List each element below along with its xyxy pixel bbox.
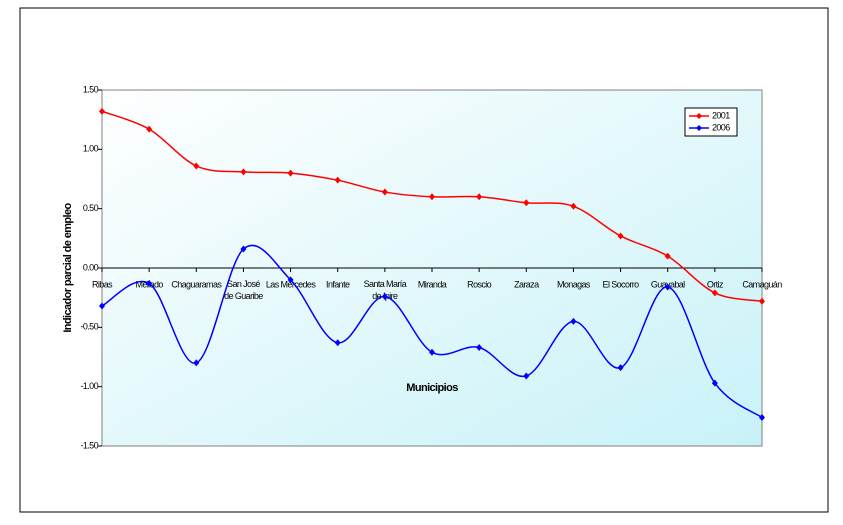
marker — [146, 279, 153, 287]
marker — [570, 202, 577, 210]
x-tick-label: Ortiz — [707, 279, 724, 289]
marker — [523, 372, 530, 380]
marker — [429, 193, 435, 201]
marker — [99, 107, 105, 115]
legend-label: 2001 — [712, 110, 730, 120]
marker — [429, 348, 435, 356]
y-tick-label: 1.00 — [83, 144, 99, 154]
marker — [711, 289, 718, 297]
x-axis-title: Municipios — [406, 382, 458, 394]
marker — [759, 297, 765, 305]
legend-box — [684, 107, 738, 137]
legend-marker — [696, 113, 702, 119]
x-tick-label: Ribas — [92, 279, 113, 289]
marker — [334, 176, 341, 184]
x-tick-label: Las Mercedes — [266, 279, 316, 289]
marker — [146, 125, 153, 133]
y-axis-title: Indicador parcial de empleo — [62, 202, 74, 332]
x-tick-label: Camaguán — [742, 279, 782, 289]
marker — [334, 339, 341, 347]
line — [101, 244, 763, 419]
marker — [381, 188, 388, 196]
marker — [523, 199, 530, 207]
marker — [711, 379, 718, 387]
y-tick-label: -1.50 — [80, 440, 98, 450]
x-tick-label: El Socorro — [603, 279, 640, 289]
marker — [193, 359, 200, 367]
x-tick-label: Monagas — [557, 279, 591, 289]
y-tick-label: -1.00 — [80, 381, 98, 391]
x-tick-label: Infante — [326, 279, 350, 289]
marker — [99, 302, 105, 310]
y-tick-label: 0.00 — [83, 262, 99, 272]
x-tick-label: San José de Guaribe — [224, 279, 263, 301]
marker — [476, 344, 483, 352]
marker — [240, 168, 247, 176]
x-tick-label: Chaguaramas — [171, 279, 222, 289]
marker — [570, 317, 577, 325]
legend-marker — [696, 125, 702, 131]
marker — [287, 169, 294, 177]
marker — [240, 245, 247, 253]
marker — [617, 364, 624, 372]
y-tick-label: 1.50 — [83, 84, 99, 94]
x-tick-label: Zaraza — [514, 279, 539, 289]
marker — [664, 283, 671, 291]
marker — [617, 232, 624, 240]
marker — [664, 252, 671, 260]
y-tick-label: -0.50 — [80, 322, 98, 332]
marker — [381, 292, 388, 300]
x-tick-label: Miranda — [418, 279, 447, 289]
marker — [287, 276, 294, 284]
marker — [476, 193, 483, 201]
x-tick-label: Roscio — [467, 279, 492, 289]
marker — [193, 162, 200, 170]
marker — [759, 414, 765, 422]
y-tick-label: 0.50 — [83, 203, 99, 213]
legend-label: 2006 — [712, 122, 730, 132]
